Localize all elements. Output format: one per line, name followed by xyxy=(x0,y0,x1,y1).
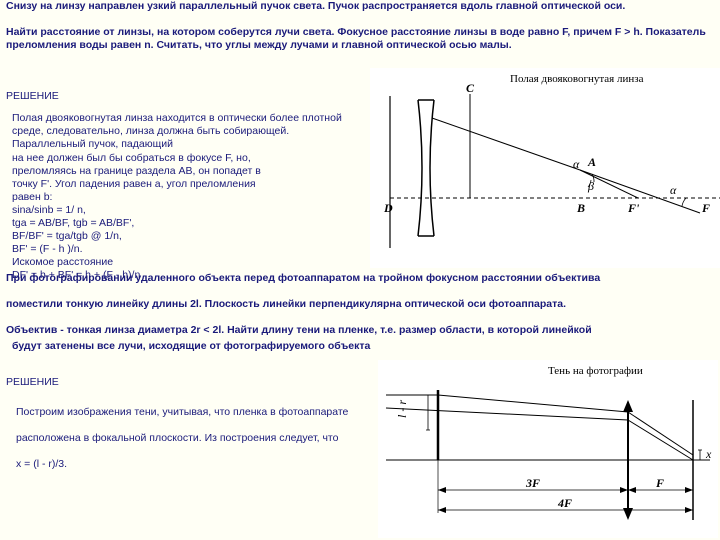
figure1: Полая двояковогнутая линза C A α β D B F… xyxy=(370,68,720,268)
problem1-line1: Снизу на линзу направлен узкий параллель… xyxy=(6,0,706,13)
problem2-line1: При фотографировании удаленного объекта … xyxy=(6,272,706,285)
fig2-title: Тень на фотографии xyxy=(548,365,643,377)
svg-text:3F: 3F xyxy=(525,476,540,490)
svg-text:F': F' xyxy=(627,201,640,215)
sol2-s3: x = (l - r)/3. xyxy=(16,458,356,471)
sol1-s9: BF' = (F - h )/n. xyxy=(12,243,352,256)
svg-text:F: F xyxy=(655,476,664,490)
sol2-s2: расположена в фокальной плоскости. Из по… xyxy=(16,432,356,445)
svg-text:l - r: l - r xyxy=(395,400,409,418)
sol1-s10: Искомое расстояние xyxy=(12,256,352,269)
sol1-s3: преломляясь на границе раздела AB, он по… xyxy=(12,165,352,178)
problem2-line2: поместили тонкую линейку длины 2l. Плоск… xyxy=(6,298,706,311)
sol1-s5: равен b: xyxy=(12,191,352,204)
sol1-s1: Полая двояковогнутая линза находится в о… xyxy=(12,112,352,151)
fig1-title: Полая двояковогнутая линза xyxy=(510,73,644,85)
svg-text:F: F xyxy=(701,201,710,215)
solution1-label: РЕШЕНИЕ xyxy=(6,90,59,103)
svg-text:x: x xyxy=(705,447,712,461)
sol1-s4: точку F'. Угол падения равен a, угол пре… xyxy=(12,178,352,191)
svg-text:β: β xyxy=(587,179,594,193)
solution2-label: РЕШЕНИЕ xyxy=(6,376,59,389)
sol1-s8: BF/BF' = tga/tgb @ 1/n, xyxy=(12,230,352,243)
svg-text:A: A xyxy=(587,155,596,169)
problem2-line4: будут затенены все лучи, исходящие от фо… xyxy=(12,340,712,353)
svg-text:4F: 4F xyxy=(557,496,572,510)
svg-text:α: α xyxy=(573,157,580,171)
sol1-s2: на нее должен был бы собраться в фокусе … xyxy=(12,152,352,165)
sol2-s1: Построим изображения тени, учитывая, что… xyxy=(16,406,356,419)
sol1-s7: tga = AB/BF, tgb = AB/BF', xyxy=(12,217,352,230)
problem1-line2: Найти расстояние от линзы, на котором со… xyxy=(6,26,706,52)
sol1-s6: sina/sinb = 1/ n, xyxy=(12,204,352,217)
svg-text:B: B xyxy=(576,201,585,215)
figure2: Тень на фотографии l - r x 3F F 4F xyxy=(378,360,718,538)
problem2-line3: Объектив - тонкая линза диаметра 2r < 2l… xyxy=(6,324,706,337)
svg-text:C: C xyxy=(466,81,475,95)
svg-text:α: α xyxy=(670,183,677,197)
svg-text:D: D xyxy=(383,201,393,215)
